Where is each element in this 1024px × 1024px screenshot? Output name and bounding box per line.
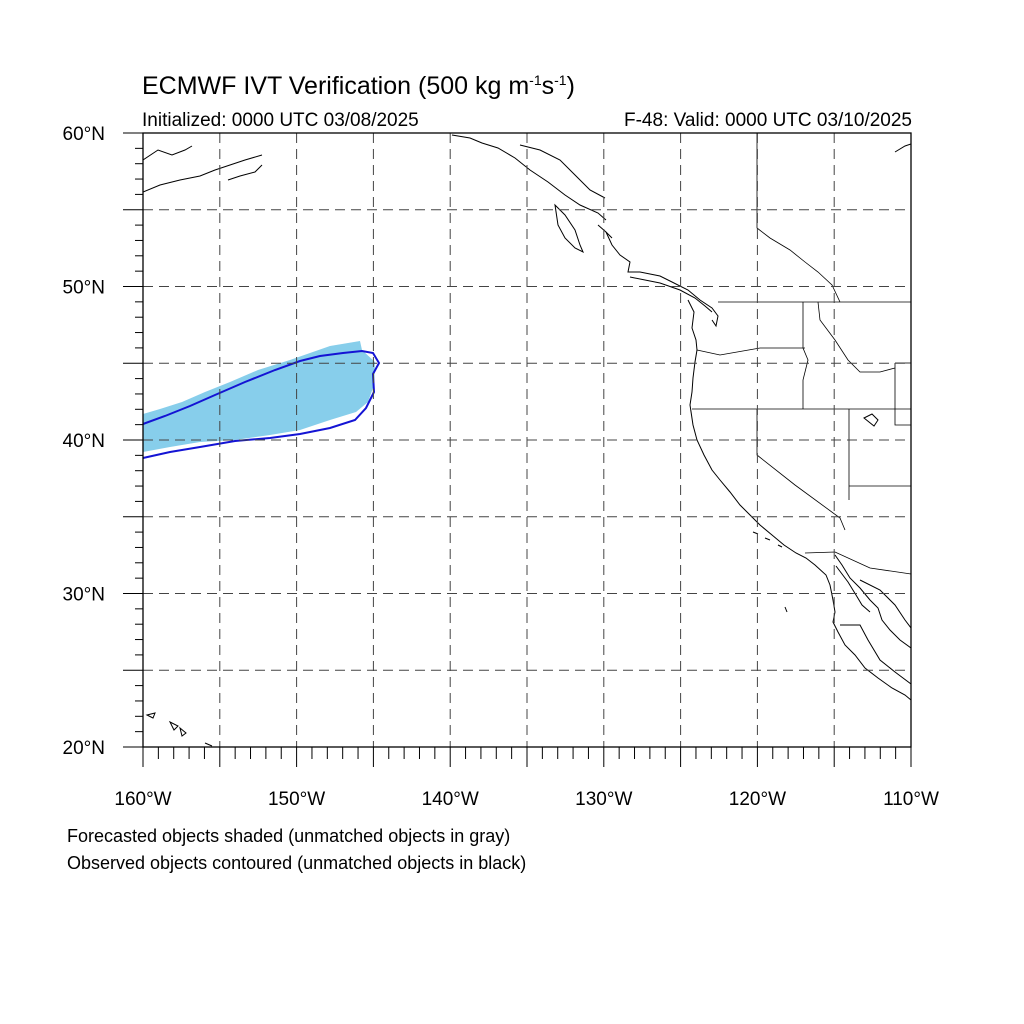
axis-ticks bbox=[123, 132, 912, 767]
map-frame bbox=[142, 132, 912, 748]
lon-label: 120°W bbox=[729, 789, 786, 810]
lat-label: 50°N bbox=[63, 278, 105, 299]
lon-label: 140°W bbox=[422, 789, 479, 810]
graticule bbox=[143, 133, 911, 747]
forecast-note: Forecasted objects shaded (unmatched obj… bbox=[67, 826, 511, 846]
lon-label: 110°W bbox=[883, 789, 939, 810]
map-title: ECMWF IVT Verification (500 kg m-1s-1) bbox=[142, 72, 575, 100]
lon-label: 160°W bbox=[114, 789, 171, 810]
coastlines bbox=[143, 134, 911, 747]
axis-labels: 20°N 30°N 40°N 50°N 60°N 160°W 150°W 140°W 130°W… bbox=[63, 124, 939, 810]
lon-label: 150°W bbox=[268, 789, 325, 810]
lon-label: 130°W bbox=[575, 789, 632, 810]
political-borders bbox=[692, 133, 911, 575]
forecast-object bbox=[143, 341, 375, 452]
valid-time: F-48: Valid: 0000 UTC 03/10/2025 bbox=[624, 110, 912, 131]
lat-label: 20°N bbox=[63, 738, 105, 759]
lat-label: 40°N bbox=[63, 431, 105, 452]
observed-object-contour bbox=[142, 349, 381, 459]
lat-label: 30°N bbox=[63, 585, 105, 606]
lat-label: 60°N bbox=[63, 124, 105, 145]
observed-note: Observed objects contoured (unmatched ob… bbox=[67, 853, 527, 873]
initialized-time: Initialized: 0000 UTC 03/08/2025 bbox=[142, 110, 419, 131]
